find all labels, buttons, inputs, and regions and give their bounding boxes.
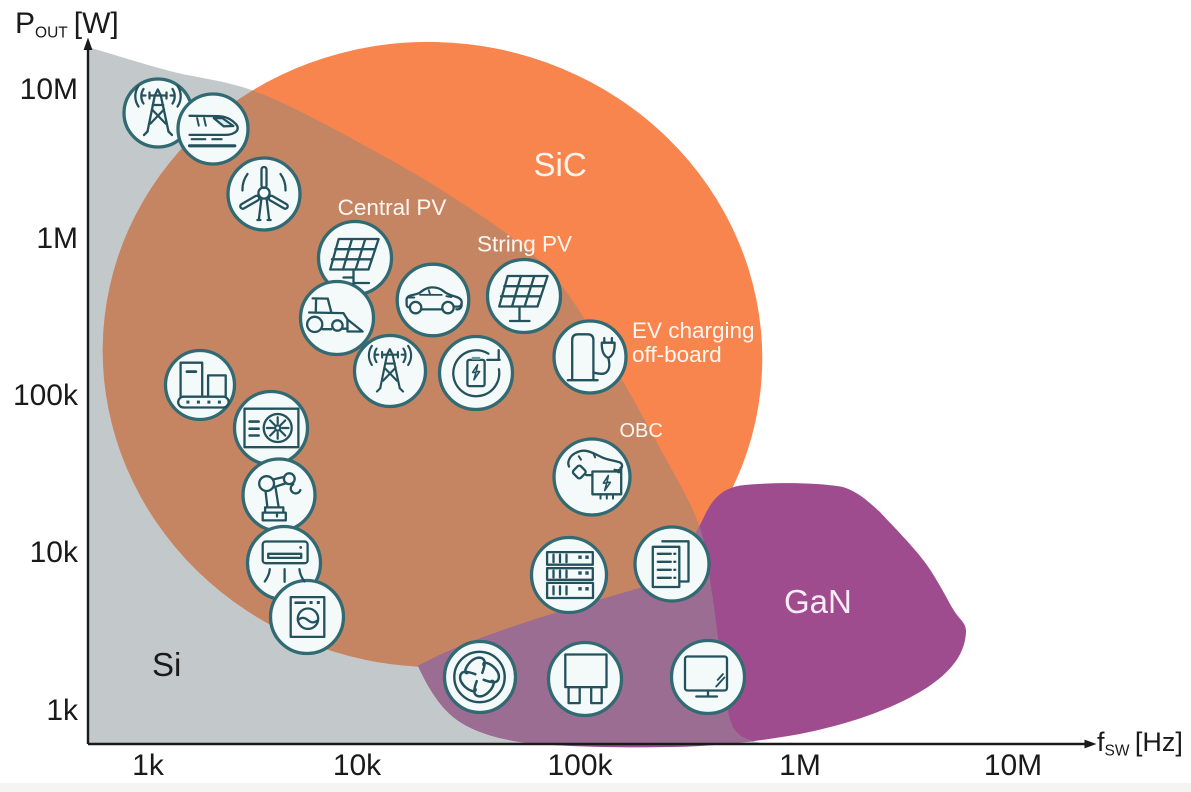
svg-text:10M: 10M [20,73,78,106]
svg-text:Central PV: Central PV [338,195,447,220]
svg-text:1k: 1k [132,749,165,782]
svg-text:10M: 10M [984,749,1042,782]
svg-text:POUT [W]: POUT [W] [15,7,119,42]
svg-text:OBC: OBC [620,420,663,442]
svg-text:10k: 10k [30,536,79,569]
svg-text:10k: 10k [333,749,382,782]
svg-text:100k: 100k [547,749,613,782]
svg-text:String PV: String PV [477,232,572,257]
svg-text:SiC: SiC [534,146,587,183]
svg-text:100k: 100k [13,379,79,412]
svg-text:1M: 1M [36,222,78,255]
svg-text:1M: 1M [779,749,821,782]
svg-text:GaN: GaN [784,583,852,620]
svg-text:off-board: off-board [632,342,722,367]
svg-text:Si: Si [152,646,181,683]
svg-text:1k: 1k [46,694,79,727]
svg-text:EV charging: EV charging [632,318,755,343]
